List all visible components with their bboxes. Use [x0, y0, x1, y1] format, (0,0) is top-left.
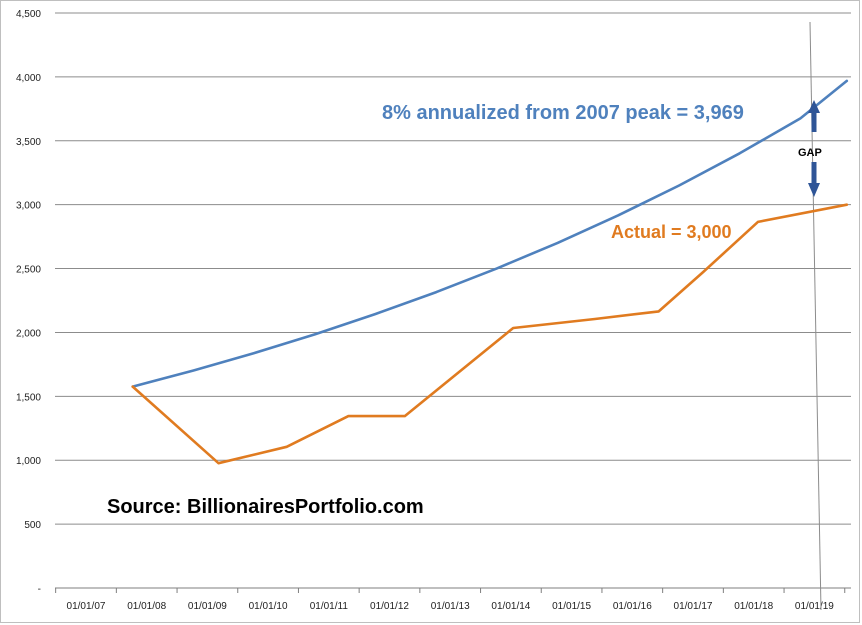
y-tick-label: 4,500 [16, 9, 41, 20]
y-axis-ticks: - 500 1,000 1,500 2,000 2,500 3,000 3,500 4,000 4… [16, 9, 41, 595]
series-line-8pct [131, 79, 849, 388]
x-tick-label: 01/01/13 [431, 601, 470, 612]
source-label: Source: BillionairesPortfolio.com [107, 496, 424, 518]
gridlines [55, 12, 851, 589]
x-tick-label: 01/01/16 [613, 601, 652, 612]
y-tick-label: 2,000 [16, 328, 41, 339]
blue-series-annotation: 8% annualized from 2007 peak = 3,969 [382, 102, 744, 124]
x-tick-label: 01/01/09 [188, 601, 227, 612]
x-tick-label: 01/01/08 [127, 601, 166, 612]
x-tick-label: 01/01/17 [674, 601, 713, 612]
x-axis-ticks: 01/01/07 01/01/08 01/01/09 01/01/10 01/01/11… [55, 588, 846, 612]
x-tick-label: 01/01/12 [370, 601, 409, 612]
x-tick-label: 01/01/14 [491, 601, 530, 612]
x-tick-label: 01/01/18 [734, 601, 773, 612]
y-tick-label: 1,000 [16, 456, 41, 467]
y-tick-label: 3,500 [16, 137, 41, 148]
x-tick-label: 01/01/10 [249, 601, 288, 612]
y-tick-label: 2,500 [16, 265, 41, 276]
x-tick-label: 01/01/07 [67, 601, 106, 612]
gap-down-arrow [808, 162, 820, 197]
gap-up-arrow [808, 100, 820, 132]
y-tick-label: - [38, 584, 41, 595]
x-tick-label: 01/01/11 [310, 601, 349, 612]
series [131, 79, 849, 465]
x-tick-label: 01/01/15 [552, 601, 591, 612]
y-tick-label: 1,500 [16, 392, 41, 403]
orange-series-annotation: Actual = 3,000 [611, 222, 732, 242]
x-tick-label: 01/01/19 [795, 601, 834, 612]
y-tick-label: 4,000 [16, 73, 41, 84]
gap-label: GAP [798, 147, 822, 159]
series-line-actual [131, 203, 849, 465]
y-tick-label: 3,000 [16, 201, 41, 212]
y-tick-label: 500 [24, 520, 41, 531]
